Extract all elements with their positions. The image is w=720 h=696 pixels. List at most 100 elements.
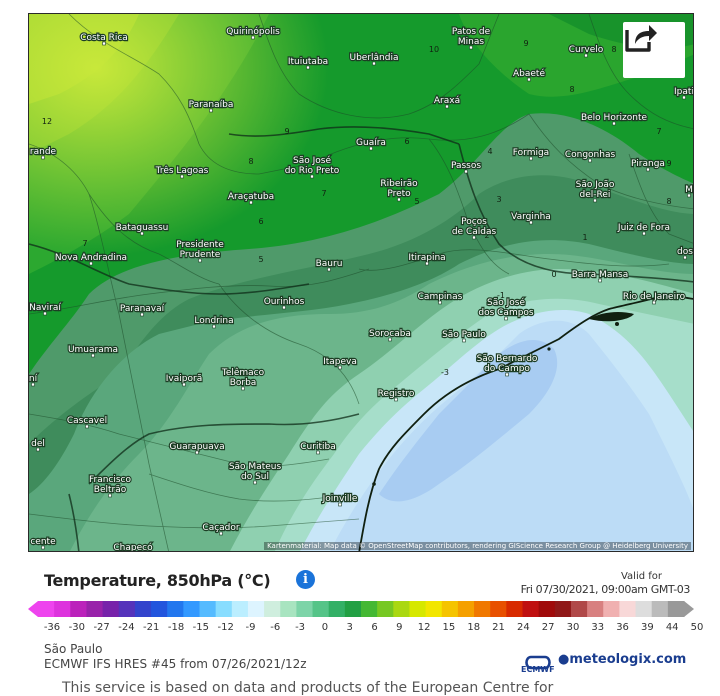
scale-cell [474,601,491,617]
isotherm-label: 2 [484,231,489,240]
city-label: Cascavel [66,415,108,429]
city-label: Belo Horizonte [580,112,649,126]
scale-tick-label: 21 [492,622,505,633]
city-marker [646,167,650,172]
region-borders [29,14,693,551]
city-marker [219,531,223,536]
isotherm-label: 9 [523,39,528,48]
isotherm-label: -3 [441,368,449,377]
scale-cell [312,601,330,617]
city-marker [209,108,213,113]
isotherm-label: 8 [248,157,253,166]
scale-cell [296,601,314,617]
city-marker [593,198,597,203]
city-name: Ipati [674,87,694,97]
isotherm-label: 1 [582,233,587,242]
isotherm-label: 6 [404,137,409,146]
scale-cell [409,601,427,617]
city-name: Ivaiporã [166,374,202,384]
city-marker [682,95,686,100]
city-label: Congonhas [564,149,617,163]
weather-map[interactable]: 12 10 9 8 9 8 7 6 5 4 3 2 1 0 -1 -3 6 7 … [28,13,694,552]
city-name: do Campo [484,364,530,374]
city-name: Francisco [89,475,132,485]
isotherm-label: 8 [666,197,671,206]
city-marker [588,158,592,163]
city-name: Ribeirão [380,179,418,189]
city-label: rande [29,146,58,160]
isotherm-label: 0 [551,270,556,279]
city-name: de Caldas [452,227,497,237]
city-marker [140,312,144,317]
city-name: del-Rei [580,190,611,200]
city-name: Ituiutaba [288,57,328,67]
city-name: Paranaíba [189,100,234,110]
city-marker [425,261,429,266]
city-label: dos [676,246,693,260]
isotherm-label: 8 [611,45,616,54]
city-name: Costa Rica [80,33,128,43]
scale-tick-label: -3 [295,622,306,633]
city-name: Ourinhos [264,297,305,307]
city-label: cente [29,536,57,550]
city-marker [687,193,691,198]
city-name: Piranga [631,159,665,169]
city-marker [180,174,184,179]
scale-cell [183,601,200,617]
city-marker [584,53,588,58]
ecmwf-label: ECMWF [521,665,555,674]
scale-cell [425,601,443,617]
city-label: Piranga [630,158,666,172]
city-marker [372,61,376,66]
footer-text: This service is based on data and produc… [62,680,554,696]
city-name: Bauru [316,259,343,269]
scale-tick-label: 6 [371,622,378,633]
meteologix-logo[interactable]: ●meteologix.com [558,652,686,667]
city-marker [469,45,473,50]
city-label: Umuarama [67,344,119,358]
scale-tick-label: 3 [346,622,353,633]
city-marker [212,324,216,329]
city-name: Araçatuba [228,192,274,202]
city-marker [472,235,476,240]
scale-tick-label: 50 [690,622,704,633]
city-name: Guarapuava [169,442,224,452]
city-label: Londrina [193,315,235,329]
city-name: cente [30,537,56,547]
city-marker [612,121,616,126]
info-icon[interactable]: i [296,570,315,589]
scale-cell [215,601,233,617]
city-name: dos [677,247,693,257]
city-label: del [30,438,46,452]
city-name: Beltrão [94,485,127,495]
city-marker [251,35,255,40]
city-name: Chapecó [113,542,153,552]
city-label: Araçatuba [227,191,275,205]
city-marker [85,424,89,429]
city-name: Joinville [322,494,358,504]
city-marker [249,200,253,205]
city-name: Rio de Janeiro [623,292,686,302]
city-name: Minas [458,37,484,47]
isotherm-label: 4 [487,147,492,156]
city-marker [253,480,257,485]
share-button[interactable] [623,22,685,78]
city-name: Paranavaí [120,304,165,314]
scale-tick-label: 33 [591,622,605,633]
city-name: Congonhas [565,150,616,160]
scale-cell [344,601,362,617]
state-borders [29,126,693,551]
scale-cell [118,601,136,617]
city-label: Itapeva [322,356,358,370]
city-name: Caçador [202,523,239,533]
city-label: Naviraí [29,302,63,316]
city-name: Curvelo [569,45,604,55]
scale-cell [570,601,588,617]
city-name: Quirinópolis [226,26,280,37]
city-marker [505,372,509,377]
scale-tick-label: -27 [93,622,110,633]
